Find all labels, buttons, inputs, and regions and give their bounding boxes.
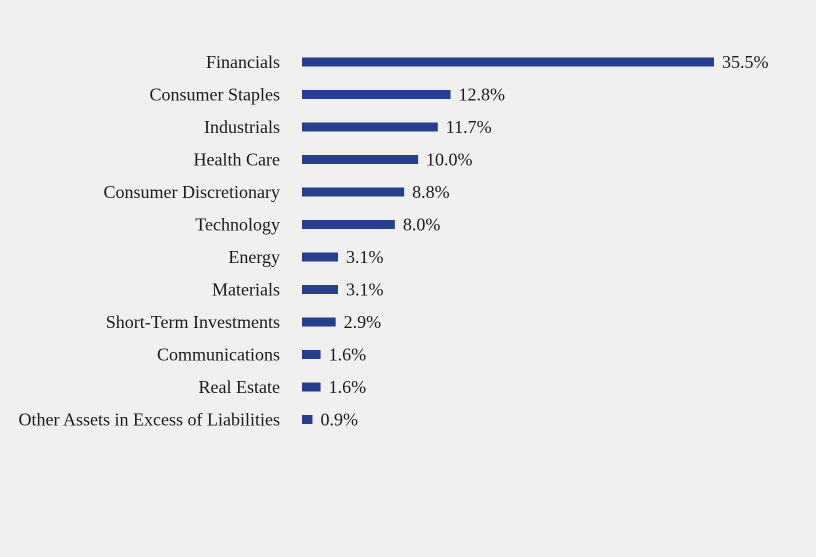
value-label: 1.6%: [329, 345, 367, 365]
category-label: Short-Term Investments: [106, 312, 280, 332]
value-label: 0.9%: [320, 410, 358, 430]
value-label: 3.1%: [346, 280, 384, 300]
bar: [302, 187, 405, 197]
category-labels-group: Financials Consumer Staples Industrials Hea…: [19, 52, 280, 430]
bar: [302, 155, 419, 164]
bar: [302, 90, 451, 99]
category-label: Real Estate: [199, 377, 280, 397]
bars-group: [302, 57, 714, 424]
bar: [302, 252, 338, 262]
value-label: 12.8%: [459, 85, 506, 105]
category-label: Industrials: [204, 117, 280, 137]
category-label: Communications: [157, 345, 280, 365]
category-label: Energy: [228, 247, 280, 267]
bar: [302, 285, 338, 294]
value-label: 35.5%: [722, 52, 769, 72]
bar: [302, 122, 438, 132]
category-label: Financials: [206, 52, 280, 72]
category-label: Materials: [212, 280, 280, 300]
value-label: 8.0%: [403, 215, 441, 235]
bar: [302, 57, 714, 67]
bar: [302, 350, 321, 359]
category-label: Other Assets in Excess of Liabilities: [19, 410, 280, 430]
value-labels-group: 35.5% 12.8% 11.7% 10.0% 8.8% 8.0% 3.1% 3.1% 2.9%…: [320, 52, 768, 430]
value-label: 2.9%: [344, 312, 382, 332]
bar: [302, 220, 395, 229]
value-label: 1.6%: [329, 377, 367, 397]
bar: [302, 317, 336, 327]
category-label: Technology: [195, 215, 280, 235]
bar: [302, 382, 321, 392]
value-label: 3.1%: [346, 247, 384, 267]
category-label: Consumer Discretionary: [104, 182, 280, 202]
value-label: 10.0%: [426, 150, 473, 170]
category-label: Health Care: [194, 150, 280, 170]
value-label: 8.8%: [412, 182, 450, 202]
category-label: Consumer Staples: [150, 85, 281, 105]
bar: [302, 415, 313, 424]
value-label: 11.7%: [446, 117, 492, 137]
